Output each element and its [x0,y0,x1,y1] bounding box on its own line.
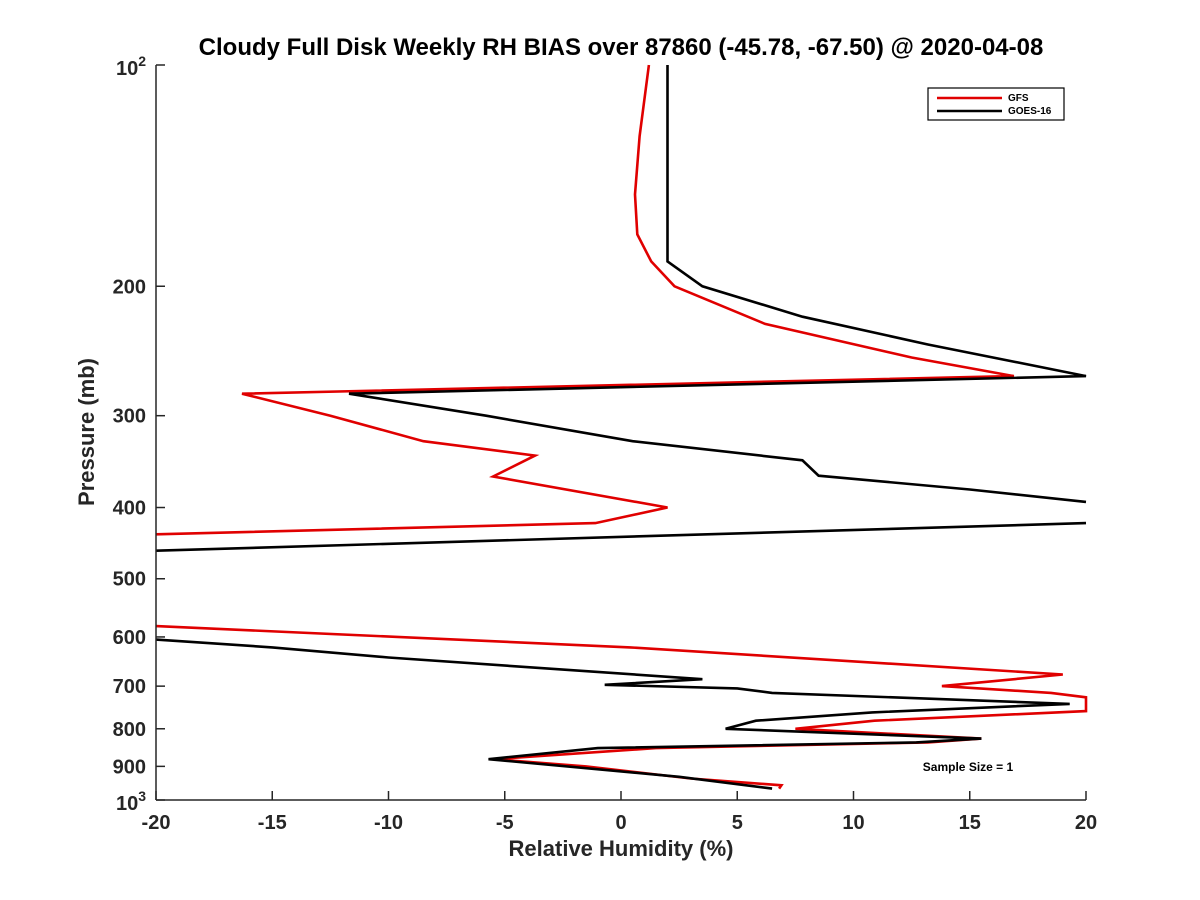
x-tick-label: 0 [615,812,626,834]
x-tick-label: 5 [732,812,743,834]
series-line-gfs-0 [155,64,1015,536]
x-tick-label: 10 [842,812,864,834]
series-line-goes-16-2 [348,65,1087,504]
legend: GFS GOES-16 [927,87,1065,121]
series-group [155,64,1088,790]
x-tick-label: 20 [1075,812,1097,834]
y-tick-label: 400 [113,498,146,520]
x-tick-label: -20 [142,812,171,834]
y-tick-label: 600 [113,627,146,649]
legend-label-goes16: GOES-16 [1008,106,1052,117]
legend-label-gfs: GFS [1008,93,1029,104]
y-tick-label: 500 [113,569,146,591]
y-tick-label: 900 [113,756,146,778]
x-tick-label: 15 [959,812,981,834]
y-tick-label: 700 [113,676,146,698]
x-ticks: -20 -15 -10 -5 0 5 10 15 20 [142,791,1097,834]
series-line-goes-16-4 [155,638,1070,790]
chart-title: Cloudy Full Disk Weekly RH BIAS over 878… [199,34,1044,61]
y-tick-label: 300 [113,406,146,428]
y-tick-label-power: 102 [116,53,146,80]
x-axis-label: Relative Humidity (%) [509,836,734,861]
x-tick-label: -5 [496,812,514,834]
plot-area: -20 -15 -10 -5 0 5 10 15 20 200 300 400 500 600 700 80… [113,53,1098,834]
series-line-goes-16-3 [155,521,1087,552]
y-tick-label: 800 [113,719,146,741]
y-tick-label: 200 [113,276,146,298]
y-axis-label: Pressure (mb) [74,358,99,506]
x-tick-label: -15 [258,812,287,834]
y-tick-label-power: 103 [116,788,146,815]
legend-box [927,87,1065,121]
y-ticks: 200 300 400 500 600 700 800 900 102 103 [113,53,165,815]
sample-size-annotation: Sample Size = 1 [923,760,1014,774]
x-tick-label: -10 [374,812,403,834]
